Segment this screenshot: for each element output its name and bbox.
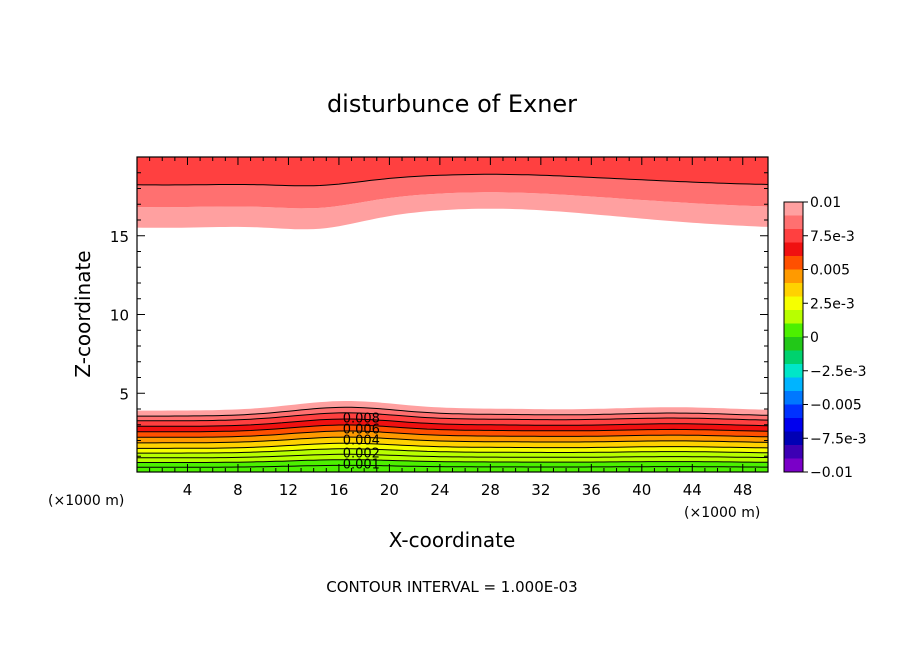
colorbar-segment: [784, 458, 803, 473]
contour-line: [137, 173, 768, 187]
x-axis-label: X-coordinate: [389, 528, 516, 552]
contour-line: [137, 464, 768, 468]
colorbar-tick-label: 0: [810, 330, 819, 346]
contour-band: [137, 425, 768, 438]
x-tick-label: 44: [683, 481, 702, 499]
x-tick-label: 12: [279, 481, 298, 499]
contour-band: [137, 431, 768, 443]
colorbar-tick-label: −2.5e-3: [810, 364, 867, 380]
x-axis-ticks: 4 8 12 16 20 24 28 32 36 40 44 48: [149, 157, 756, 499]
colorbar-tick-label: 0.01: [810, 195, 841, 211]
y-axis-ticks: 5 10 15: [110, 172, 768, 457]
contour-line: [137, 448, 768, 454]
contour-band: [137, 437, 768, 449]
contour-line: [137, 453, 768, 459]
contour-line: [137, 430, 768, 438]
colorbar-segment: [784, 229, 803, 243]
colorbar-segment: [784, 445, 803, 459]
contour-line: [137, 436, 768, 444]
colorbar-segment: [784, 269, 803, 284]
colorbar-segment: [784, 296, 803, 311]
colorbar-segment: [784, 377, 803, 392]
x-unit-label-right: (×1000 m): [684, 505, 760, 521]
contour-line: [137, 442, 768, 449]
contour-band: [137, 174, 768, 209]
colorbar-segment: [784, 337, 803, 351]
y-tick-label: 5: [119, 385, 129, 403]
colorbar-segment: [784, 404, 803, 419]
x-tick-label: 24: [430, 481, 449, 499]
contour-line: [137, 418, 768, 427]
x-tick-label: 8: [233, 481, 243, 499]
colorbar-segment: [784, 256, 803, 270]
x-tick-label: 40: [632, 481, 651, 499]
contour-lines: [137, 173, 768, 468]
x-tick-label: 48: [733, 481, 752, 499]
colorbar-segment: [784, 283, 803, 297]
contour-line: [137, 459, 768, 463]
contour-line: [137, 406, 768, 417]
contour-fill-bands: [137, 157, 768, 472]
colorbar-segment: [784, 350, 803, 365]
colorbar: 0.01 7.5e-3 0.005 2.5e-3 0 −2.5e-3 −0.005 −7.5e…: [783, 195, 867, 481]
contour-band: [137, 443, 768, 454]
colorbar-tick-label: 2.5e-3: [810, 296, 855, 312]
contour-label: 0.006: [343, 423, 380, 438]
colorbar-tick-label: −7.5e-3: [810, 431, 867, 447]
contour-label: 0.002: [343, 446, 380, 461]
contour-line: [137, 424, 768, 433]
contour-label: 0.008: [343, 412, 380, 427]
y-tick-label: 15: [110, 228, 129, 246]
contour-line: [137, 412, 768, 422]
colorbar-tick-label: 0.005: [810, 263, 850, 279]
contour-band: [137, 192, 768, 230]
contour-band: [137, 157, 768, 186]
contour-interval-note: CONTOUR INTERVAL = 1.000E-03: [326, 578, 577, 596]
contour-band: [137, 459, 768, 468]
colorbar-segment: [784, 391, 803, 405]
colorbar-segment: [784, 310, 803, 324]
colorbar-tick-label: −0.01: [810, 465, 853, 481]
colorbar-tick-label: 7.5e-3: [810, 229, 855, 245]
x-unit-label-left: (×1000 m): [48, 493, 124, 509]
colorbar-tick-label: −0.005: [810, 398, 862, 414]
colorbar-segment: [784, 215, 803, 230]
x-tick-label: 16: [329, 481, 348, 499]
x-tick-label: 32: [531, 481, 550, 499]
colorbar-segment: [784, 242, 803, 257]
colorbar-segment: [784, 431, 803, 446]
contour-label: 0.001: [343, 457, 380, 472]
x-tick-label: 36: [582, 481, 601, 499]
x-tick-label: 20: [380, 481, 399, 499]
colorbar-segment: [784, 418, 803, 432]
contour-label: 0.004: [343, 434, 380, 449]
x-tick-label: 28: [481, 481, 500, 499]
contour-band: [137, 401, 768, 417]
colorbar-segment: [784, 364, 803, 378]
colorbar-segment: [784, 202, 803, 216]
x-tick-label: 4: [183, 481, 193, 499]
chart-title: disturbunce of Exner: [327, 90, 577, 118]
y-tick-label: 10: [110, 307, 129, 325]
colorbar-segment: [784, 323, 803, 338]
y-axis-label: Z-coordinate: [71, 250, 95, 377]
